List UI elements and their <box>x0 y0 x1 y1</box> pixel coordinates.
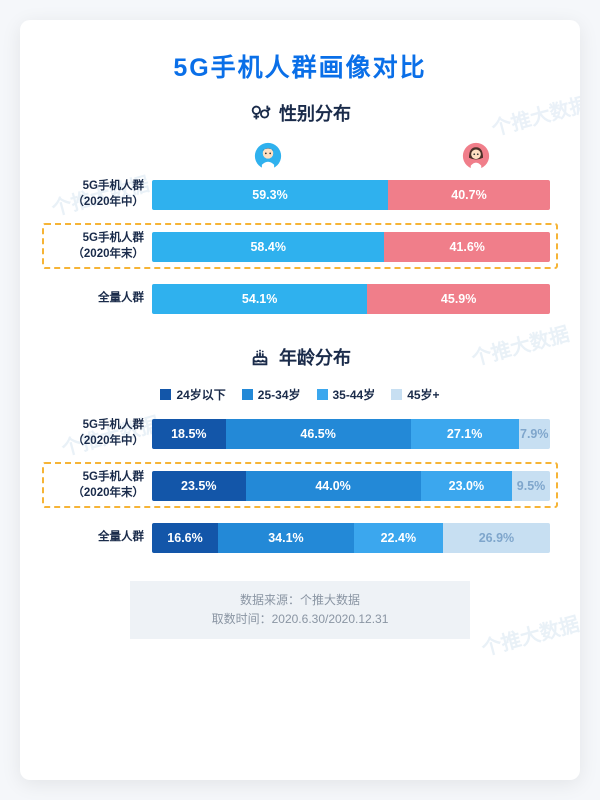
age-legend: 24岁以下 25-34岁 35-44岁 45岁+ <box>50 386 550 403</box>
female-segment: 41.6% <box>384 232 550 262</box>
age-bar: 18.5%46.5%27.1%7.9% <box>152 419 550 449</box>
age-bar: 23.5%44.0%23.0%9.5% <box>152 471 550 501</box>
male-segment: 58.4% <box>152 232 384 262</box>
legend-label: 45岁+ <box>407 386 439 403</box>
legend-item: 25-34岁 <box>242 386 301 403</box>
row-label: 全量人群 <box>50 530 152 546</box>
age-segment: 9.5% <box>512 471 550 501</box>
age-segment: 23.5% <box>152 471 246 501</box>
age-segment: 46.5% <box>226 419 411 449</box>
age-segment: 16.6% <box>152 523 218 553</box>
gender-chart: 5G手机人群（2020年中）59.3%40.7%5G手机人群（2020年末）58… <box>50 178 550 316</box>
source-line1: 数据来源：个推大数据 <box>130 591 470 610</box>
gender-bar: 54.1%45.9% <box>152 284 550 314</box>
gender-row: 5G手机人群（2020年中）59.3%40.7% <box>50 178 550 212</box>
age-row: 全量人群16.6%34.1%22.4%26.9% <box>50 521 550 555</box>
female-segment: 40.7% <box>388 180 550 210</box>
age-segment: 22.4% <box>354 523 443 553</box>
gender-section-title: 性别分布 <box>50 100 550 126</box>
cake-icon <box>249 346 271 368</box>
age-segment: 23.0% <box>421 471 513 501</box>
age-row: 5G手机人群（2020年末）23.5%44.0%23.0%9.5% <box>50 469 550 503</box>
gender-bar: 59.3%40.7% <box>152 180 550 210</box>
legend-label: 35-44岁 <box>333 386 376 403</box>
female-avatar-icon <box>462 142 490 170</box>
age-segment: 7.9% <box>519 419 550 449</box>
legend-item: 24岁以下 <box>160 386 225 403</box>
gender-row: 全量人群54.1%45.9% <box>50 282 550 316</box>
source-box: 数据来源：个推大数据 取数时间：2020.6.30/2020.12.31 <box>130 581 470 639</box>
age-segment: 18.5% <box>152 419 226 449</box>
age-row: 5G手机人群（2020年中）18.5%46.5%27.1%7.9% <box>50 417 550 451</box>
age-segment: 44.0% <box>246 471 421 501</box>
legend-label: 25-34岁 <box>258 386 301 403</box>
male-avatar-icon <box>254 142 282 170</box>
row-label: 5G手机人群（2020年中） <box>50 179 152 210</box>
age-segment: 26.9% <box>443 523 550 553</box>
legend-item: 35-44岁 <box>317 386 376 403</box>
age-bar: 16.6%34.1%22.4%26.9% <box>152 523 550 553</box>
age-section-title: 年龄分布 <box>50 344 550 370</box>
legend-swatch <box>317 389 328 400</box>
age-title-text: 年龄分布 <box>279 344 351 370</box>
infographic-card: 个推大数据 个推大数据 个推大数据 个推大数据 个推大数据 5G手机人群画像对比… <box>20 20 580 780</box>
watermark: 个推大数据 <box>478 608 580 662</box>
row-label: 5G手机人群（2020年末） <box>50 231 152 262</box>
gender-icon <box>249 102 271 124</box>
legend-item: 45岁+ <box>391 386 439 403</box>
source-line2: 取数时间：2020.6.30/2020.12.31 <box>130 610 470 629</box>
main-title: 5G手机人群画像对比 <box>50 48 550 84</box>
age-chart: 5G手机人群（2020年中）18.5%46.5%27.1%7.9%5G手机人群（… <box>50 417 550 555</box>
female-segment: 45.9% <box>367 284 550 314</box>
gender-bar: 58.4%41.6% <box>152 232 550 262</box>
male-segment: 59.3% <box>152 180 388 210</box>
gender-avatar-row <box>50 142 550 170</box>
row-label: 5G手机人群（2020年中） <box>50 418 152 449</box>
legend-label: 24岁以下 <box>176 386 225 403</box>
row-label: 5G手机人群（2020年末） <box>50 470 152 501</box>
legend-swatch <box>160 389 171 400</box>
gender-row: 5G手机人群（2020年末）58.4%41.6% <box>50 230 550 264</box>
legend-swatch <box>391 389 402 400</box>
row-label: 全量人群 <box>50 291 152 307</box>
male-segment: 54.1% <box>152 284 367 314</box>
age-segment: 34.1% <box>218 523 354 553</box>
legend-swatch <box>242 389 253 400</box>
age-segment: 27.1% <box>411 419 519 449</box>
gender-title-text: 性别分布 <box>279 100 351 126</box>
